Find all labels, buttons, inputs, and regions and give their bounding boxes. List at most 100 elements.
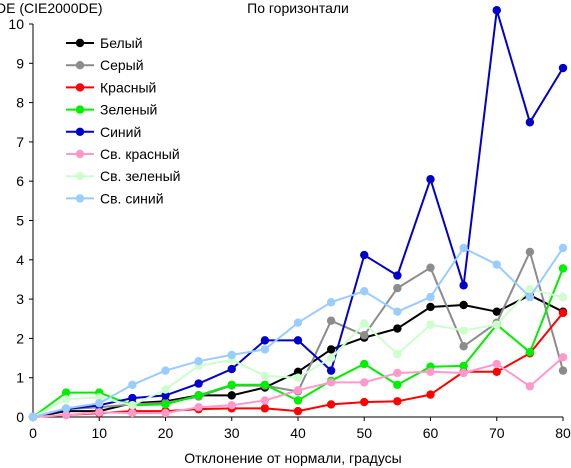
data-point [326, 345, 336, 354]
data-point [128, 408, 137, 418]
y-tick-label: 5 [16, 213, 24, 229]
data-point [492, 6, 501, 15]
data-point [525, 347, 535, 357]
series-7 [28, 285, 568, 422]
data-point [61, 395, 71, 404]
data-point [260, 371, 270, 380]
data-point [426, 175, 435, 184]
data-point [61, 410, 71, 420]
y-tick-label: 0 [16, 409, 24, 425]
data-point [426, 292, 435, 302]
series-2 [28, 247, 568, 422]
data-point [558, 308, 568, 318]
legend-label: Св. зеленый [100, 168, 180, 184]
data-point [95, 393, 104, 402]
data-point [227, 350, 236, 360]
y-tick-label: 3 [16, 291, 24, 307]
x-tick-label: 60 [423, 425, 439, 441]
legend-item: Серый [66, 57, 144, 73]
data-point [128, 401, 137, 410]
data-point [426, 263, 435, 272]
data-point [360, 250, 369, 260]
data-point [260, 404, 270, 413]
legend-item: Св. зеленый [66, 168, 180, 184]
x-tick-label: 0 [29, 425, 37, 441]
data-point [326, 316, 336, 325]
y-tick-label: 9 [16, 55, 24, 71]
legend-item: Синий [66, 124, 141, 140]
data-point [393, 397, 402, 406]
data-point [161, 385, 170, 394]
legend: Белый Серый Красный Зеленый Синий Св. красный… [66, 35, 180, 206]
legend-item: Св. синий [66, 190, 164, 206]
data-point [525, 285, 535, 294]
data-point [194, 379, 203, 388]
data-point [227, 364, 236, 374]
data-point [393, 368, 402, 378]
data-point [393, 349, 402, 359]
data-point [492, 307, 501, 316]
data-point [293, 336, 303, 345]
data-point [360, 319, 369, 328]
y-tick-label: 10 [8, 16, 24, 32]
data-point [194, 391, 203, 400]
series-layer [28, 6, 568, 422]
x-tick-label: 70 [489, 425, 505, 441]
data-point [293, 386, 303, 395]
data-point [393, 324, 402, 333]
chart-title: По горизонтали [247, 0, 349, 16]
data-point [95, 399, 104, 408]
data-point [293, 367, 303, 377]
x-tick-label: 10 [91, 425, 107, 441]
data-point [61, 404, 71, 413]
legend-label: Красный [100, 79, 156, 95]
data-point [492, 359, 501, 369]
data-point [161, 366, 170, 375]
legend-item: Св. красный [66, 146, 180, 162]
data-point [227, 380, 236, 389]
data-point [293, 318, 303, 327]
legend-label: Св. красный [100, 146, 180, 162]
data-point [525, 118, 535, 127]
data-point [459, 361, 468, 371]
data-point [459, 300, 468, 310]
series-8 [28, 243, 568, 422]
data-point [293, 373, 303, 382]
y-tick-label: 6 [16, 173, 24, 189]
legend-swatch-marker [75, 149, 85, 159]
series-6 [28, 353, 568, 422]
data-point [558, 264, 568, 273]
data-point [326, 298, 336, 307]
data-point [260, 380, 270, 389]
data-point [459, 326, 468, 335]
x-tick-label: 50 [356, 425, 372, 441]
data-point [360, 287, 369, 296]
data-point [227, 391, 236, 400]
data-point [194, 356, 203, 366]
data-point [558, 243, 568, 253]
data-point [426, 320, 435, 329]
legend-swatch-marker [75, 194, 85, 203]
x-tick-label: 80 [555, 425, 571, 441]
data-point [558, 63, 568, 73]
y-tick-label: 2 [16, 330, 24, 346]
y-tick-label: 7 [16, 134, 24, 150]
legend-item: Белый [66, 35, 143, 51]
data-point [293, 396, 303, 405]
data-point [525, 247, 535, 257]
data-point [360, 397, 369, 407]
data-point [260, 345, 270, 354]
data-point [260, 396, 270, 405]
legend-item: Красный [66, 79, 156, 95]
data-point [459, 281, 468, 290]
data-point [393, 380, 402, 389]
data-point [161, 400, 170, 409]
data-point [227, 401, 236, 410]
data-point [459, 243, 468, 253]
data-point [426, 302, 435, 312]
data-point [61, 388, 71, 397]
y-tick-label: 8 [16, 95, 24, 111]
legend-swatch-marker [75, 105, 85, 114]
x-axis-title: Отклонение от нормали, градусы [184, 450, 401, 466]
